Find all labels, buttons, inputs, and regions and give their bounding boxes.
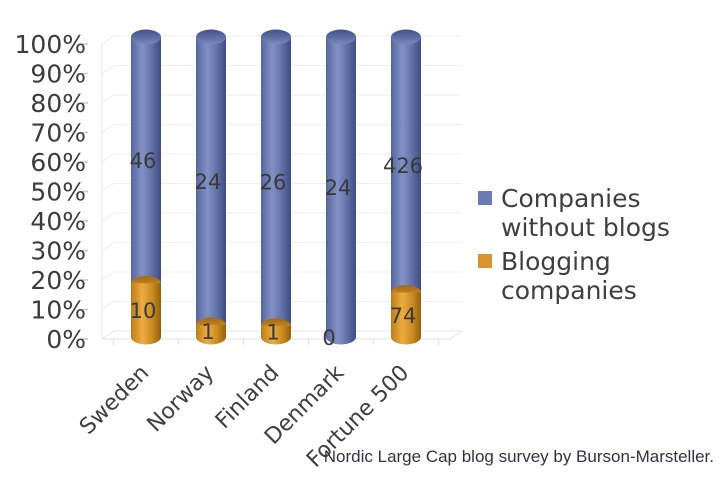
category-label-norway: Norway — [143, 361, 220, 438]
y-axis-label: 40% — [30, 207, 86, 236]
data-label-orange: 10 — [130, 299, 157, 323]
legend-label: Companies without blogs — [501, 184, 670, 242]
legend: Companies without blogs Blogging compani… — [478, 184, 724, 310]
data-label-orange: 1 — [266, 320, 279, 344]
bar-segment-orange — [261, 325, 291, 337]
data-label-orange: 74 — [390, 304, 417, 328]
y-axis-label: 10% — [30, 296, 86, 325]
legend-swatch-blue-icon — [478, 191, 492, 205]
cylinder-top-cap — [131, 29, 161, 45]
legend-item-blogging-companies: Blogging companies — [478, 247, 724, 305]
bar-segment-orange — [391, 292, 421, 337]
data-label-blue: 46 — [130, 149, 157, 173]
data-label-blue: 426 — [383, 154, 423, 178]
y-axis-label: 90% — [30, 60, 86, 89]
cylinder-top-cap — [326, 29, 356, 45]
data-label-orange: 1 — [201, 320, 214, 344]
y-axis-label: 70% — [30, 119, 86, 148]
cylinder-bottom-cap — [261, 337, 291, 345]
y-axis-label: 0% — [46, 325, 86, 354]
bar-segment-orange — [196, 325, 226, 337]
data-label-blue: 24 — [325, 176, 352, 200]
chart-caption: Nordic Large Cap blog survey by Burson-M… — [323, 447, 714, 466]
bar-norway: 24 1 — [195, 29, 226, 345]
category-label-sweden: Sweden — [75, 361, 154, 440]
data-label-blue: 26 — [260, 170, 287, 194]
bar-finland: 26 1 — [260, 29, 291, 345]
bar-segment-blue — [131, 37, 161, 284]
bar-sweden: 46 10 — [130, 29, 161, 345]
data-label-orange: 0 — [322, 326, 335, 350]
cylinder-bottom-cap — [196, 337, 226, 345]
data-label-blue: 24 — [195, 170, 222, 194]
cylinder-bottom-cap — [131, 337, 161, 345]
bar-segment-orange — [131, 283, 161, 337]
y-axis-label: 80% — [30, 89, 86, 118]
y-axis-label: 50% — [30, 178, 86, 207]
cylinder-bottom-cap — [391, 337, 421, 345]
bar-denmark: 24 0 — [322, 29, 356, 350]
bar-fortune-500: 426 74 — [383, 29, 423, 345]
cylinder-top-cap — [196, 29, 226, 45]
bar-segment-blue — [261, 37, 291, 326]
y-axis-label: 100% — [15, 30, 86, 59]
y-axis-label: 20% — [30, 266, 86, 295]
cylinder-bottom-cap — [326, 337, 356, 345]
legend-swatch-orange-icon — [478, 254, 492, 268]
cylinder-top-cap — [261, 29, 291, 45]
bar-segment-blue — [326, 37, 356, 337]
y-axis-label: 60% — [30, 148, 86, 177]
legend-label: Blogging companies — [501, 247, 637, 305]
bar-segment-blue — [391, 37, 421, 293]
cylinder-top-cap — [391, 29, 421, 45]
bar-segment-blue — [196, 37, 226, 325]
legend-item-companies-without-blogs: Companies without blogs — [478, 184, 724, 242]
y-axis-label: 30% — [30, 237, 86, 266]
